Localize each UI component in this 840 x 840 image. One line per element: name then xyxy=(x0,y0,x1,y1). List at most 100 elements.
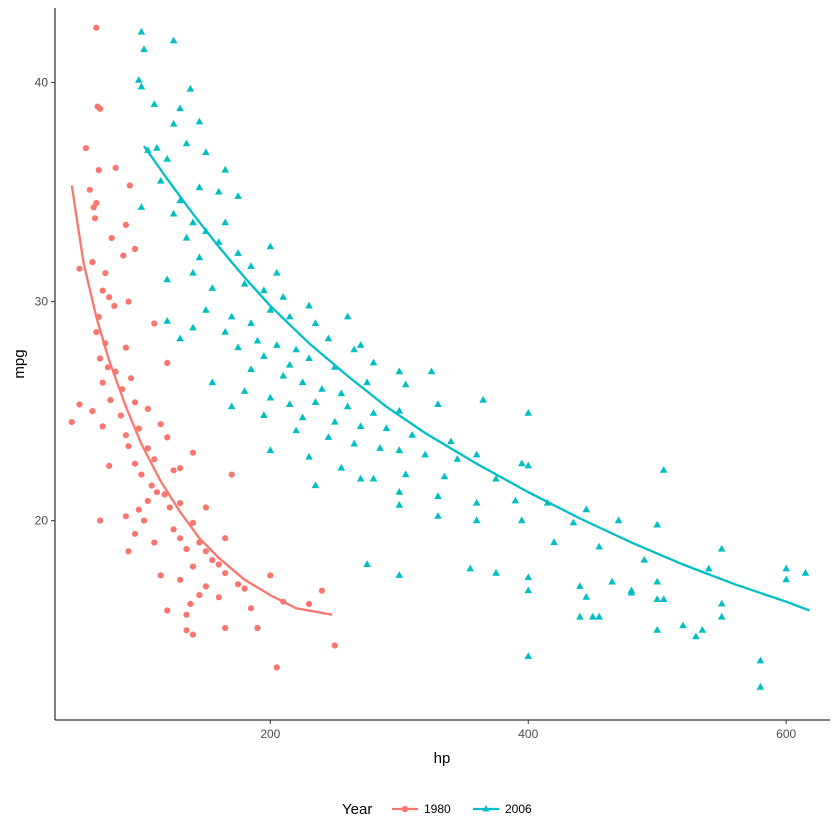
point-2006-132 xyxy=(524,573,532,581)
point-1980-75 xyxy=(202,548,209,555)
point-1980-28 xyxy=(104,364,111,371)
point-2006-63 xyxy=(395,367,404,375)
point-2006-80 xyxy=(434,400,442,407)
point-1980-6 xyxy=(126,182,133,189)
point-2006-148 xyxy=(679,621,687,629)
point-2006-71 xyxy=(402,380,410,388)
point-2006-103 xyxy=(369,474,378,482)
point-2006-99 xyxy=(518,459,526,467)
point-2006-93 xyxy=(350,439,358,447)
point-1980-46 xyxy=(125,443,132,450)
point-2006-19 xyxy=(215,187,223,195)
point-2006-147 xyxy=(653,626,661,633)
point-1980-10 xyxy=(91,215,99,222)
point-1980-38 xyxy=(89,408,96,415)
point-2006-153 xyxy=(756,682,765,690)
point-2006-117 xyxy=(395,501,404,508)
point-1980-96 xyxy=(331,642,338,649)
point-2006-25 xyxy=(137,203,146,210)
point-2006-50 xyxy=(253,336,262,344)
point-1980-31 xyxy=(128,375,135,382)
point-2006-41 xyxy=(227,312,236,320)
point-2006-56 xyxy=(234,343,242,351)
point-2006-68 xyxy=(318,385,326,392)
point-2006-31 xyxy=(247,262,255,269)
point-2006-157 xyxy=(698,626,707,633)
point-1980-50 xyxy=(106,462,113,469)
point-1980-98 xyxy=(189,631,197,638)
y-tick-label-30: 30 xyxy=(35,295,49,309)
point-1980-12 xyxy=(108,234,115,242)
point-2006-20 xyxy=(234,192,242,199)
fit-layer xyxy=(70,145,810,616)
point-2006-73 xyxy=(240,387,249,394)
point-2006-79 xyxy=(395,406,404,414)
point-2006-90 xyxy=(524,409,532,416)
point-1980-15 xyxy=(76,265,83,272)
point-2006-1 xyxy=(169,36,178,44)
point-2006-143 xyxy=(717,599,726,607)
point-2006-34 xyxy=(163,275,171,283)
x-tick-label-400: 400 xyxy=(518,727,538,741)
point-2006-107 xyxy=(524,461,532,469)
point-2006-116 xyxy=(582,505,591,513)
point-1980-41 xyxy=(99,423,106,430)
points-layer xyxy=(68,24,810,690)
point-2006-113 xyxy=(472,498,481,506)
point-1980-53 xyxy=(138,471,145,478)
point-1980-19 xyxy=(106,294,113,301)
point-2006-14 xyxy=(221,165,229,173)
point-1980-7 xyxy=(86,186,93,193)
legend-label-2006: 2006 xyxy=(505,802,532,816)
point-2006-4 xyxy=(137,82,146,90)
point-1980-83 xyxy=(202,583,209,590)
point-1980-45 xyxy=(164,434,171,441)
point-2006-126 xyxy=(640,555,649,563)
legend-key-marker-1980 xyxy=(401,805,409,813)
point-2006-61 xyxy=(350,345,358,353)
legend-item-2006: 2006 xyxy=(473,802,532,816)
ticks-layer: 200 400 600 20 30 40 xyxy=(35,75,797,741)
point-1980-66 xyxy=(97,517,104,524)
point-1980-5 xyxy=(95,167,102,174)
point-1980-2 xyxy=(97,105,104,112)
point-2006-59 xyxy=(305,354,313,361)
point-1980-85 xyxy=(241,585,248,592)
legend-title: Year xyxy=(342,801,372,818)
point-1980-16 xyxy=(89,259,96,266)
point-1980-73 xyxy=(151,539,158,546)
point-2006-17 xyxy=(195,183,204,191)
point-2006-33 xyxy=(189,268,197,276)
point-2006-40 xyxy=(202,306,210,313)
point-2006-101 xyxy=(305,452,313,460)
point-2006-156 xyxy=(659,595,668,602)
point-2006-85 xyxy=(331,417,339,425)
point-2006-28 xyxy=(234,249,242,256)
point-2006-75 xyxy=(285,400,294,407)
point-2006-135 xyxy=(653,577,661,585)
point-2006-64 xyxy=(427,367,436,375)
y-tick-label-40: 40 xyxy=(35,75,49,89)
point-1980-21 xyxy=(111,302,118,309)
point-2006-142 xyxy=(653,595,661,602)
point-2006-54 xyxy=(356,341,365,348)
point-2006-47 xyxy=(163,317,171,324)
point-1980-4 xyxy=(82,145,89,152)
point-1980-99 xyxy=(273,664,280,671)
point-2006-155 xyxy=(627,586,636,594)
point-2006-97 xyxy=(453,455,462,462)
point-1980-3 xyxy=(112,164,119,171)
point-2006-129 xyxy=(395,571,404,578)
point-2006-45 xyxy=(311,319,320,326)
point-1980-97 xyxy=(183,627,190,634)
point-2006-131 xyxy=(492,569,500,576)
point-2006-84 xyxy=(298,413,307,421)
point-2006-24 xyxy=(221,218,229,226)
point-2006-53 xyxy=(324,334,333,342)
point-1980-76 xyxy=(125,548,132,555)
point-2006-13 xyxy=(202,148,210,156)
point-2006-49 xyxy=(221,328,229,335)
y-tick-label-20: 20 xyxy=(35,514,49,528)
